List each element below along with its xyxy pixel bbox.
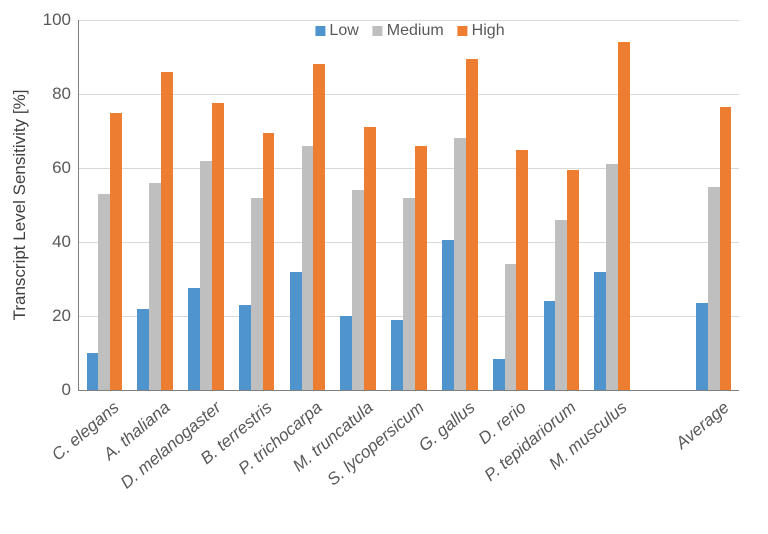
bar <box>302 146 314 390</box>
bar <box>340 316 352 390</box>
bar <box>454 138 466 390</box>
bar <box>352 190 364 390</box>
legend-label: Medium <box>387 22 444 40</box>
bar <box>708 187 720 391</box>
legend: Low Medium High <box>315 22 504 40</box>
bar <box>313 64 325 390</box>
legend-swatch <box>373 26 383 36</box>
xtick-label: Average <box>665 390 733 453</box>
plot-area: 020406080100C. elegansA. thalianaD. mela… <box>78 20 739 391</box>
xtick-label: G. gallus <box>408 390 479 456</box>
ytick-label: 40 <box>52 232 79 252</box>
bar <box>137 309 149 390</box>
gridline <box>79 20 739 21</box>
bar <box>555 220 567 390</box>
legend-label: High <box>472 22 505 40</box>
bar <box>251 198 263 390</box>
ytick-label: 20 <box>52 306 79 326</box>
bar <box>493 359 505 390</box>
bar <box>516 150 528 391</box>
legend-swatch <box>458 26 468 36</box>
y-axis-label: Transcript Level Sensitivity [%] <box>10 90 30 321</box>
bar <box>212 103 224 390</box>
bar <box>110 113 122 391</box>
gridline <box>79 168 739 169</box>
chart-container: 020406080100C. elegansA. thalianaD. mela… <box>0 0 768 534</box>
legend-item: High <box>458 22 505 40</box>
ytick-label: 60 <box>52 158 79 178</box>
bar <box>87 353 99 390</box>
ytick-label: 80 <box>52 84 79 104</box>
bar <box>544 301 556 390</box>
gridline <box>79 94 739 95</box>
bar <box>364 127 376 390</box>
bar <box>618 42 630 390</box>
bar <box>290 272 302 390</box>
ytick-label: 0 <box>62 380 79 400</box>
bar <box>696 303 708 390</box>
bar <box>594 272 606 390</box>
bar <box>98 194 110 390</box>
bar <box>403 198 415 390</box>
bar <box>200 161 212 390</box>
bar <box>567 170 579 390</box>
bar <box>442 240 454 390</box>
bar <box>391 320 403 390</box>
bar <box>720 107 732 390</box>
bar <box>606 164 618 390</box>
ytick-label: 100 <box>43 10 79 30</box>
bar <box>263 133 275 390</box>
bar <box>239 305 251 390</box>
bar <box>188 288 200 390</box>
legend-label: Low <box>329 22 358 40</box>
legend-item: Medium <box>373 22 444 40</box>
legend-item: Low <box>315 22 358 40</box>
bar <box>149 183 161 390</box>
bar <box>505 264 517 390</box>
bar <box>415 146 427 390</box>
bar <box>466 59 478 390</box>
bar <box>161 72 173 390</box>
legend-swatch <box>315 26 325 36</box>
